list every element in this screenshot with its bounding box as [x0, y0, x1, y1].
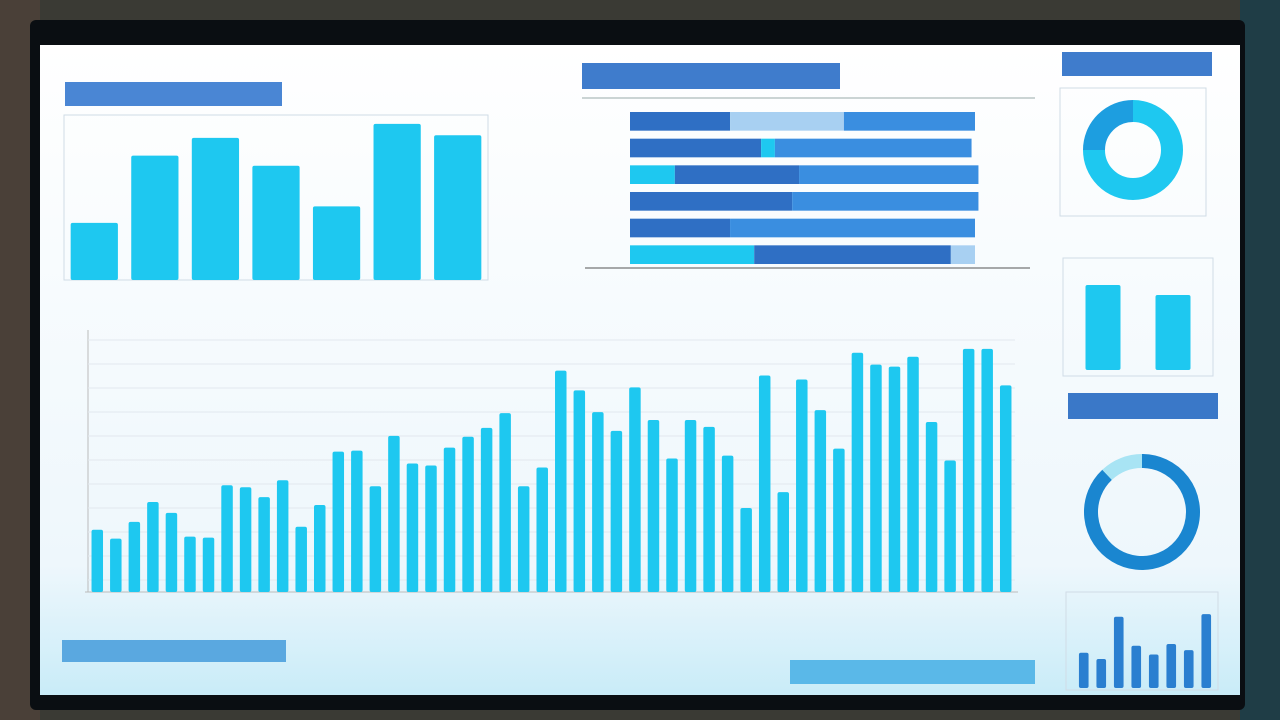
bar: [443, 447, 456, 592]
bar-segment: [630, 192, 793, 211]
bar: [258, 497, 270, 592]
bar: [647, 420, 660, 592]
bar-segment: [843, 112, 975, 131]
bar: [592, 412, 604, 592]
bar: [721, 455, 734, 592]
panel-headers: [62, 52, 1219, 691]
donut-segment: [1083, 100, 1183, 200]
bar: [1085, 285, 1121, 370]
bar: [252, 165, 300, 280]
bar: [369, 486, 382, 592]
footer-bar: [62, 640, 286, 662]
bar-segment: [730, 218, 975, 238]
bar: [981, 348, 993, 592]
bar: [703, 426, 715, 592]
bar: [314, 505, 326, 592]
bar: [480, 427, 493, 592]
bar: [758, 375, 771, 592]
bar: [425, 465, 437, 592]
bar: [131, 155, 179, 280]
bar: [999, 385, 1012, 592]
bar: [1078, 652, 1089, 688]
header-bar: [582, 63, 840, 89]
bar-segment: [761, 138, 775, 158]
bar-segment: [799, 165, 979, 184]
panel-frame: [1059, 87, 1207, 217]
bar: [373, 123, 421, 280]
bar: [1201, 614, 1212, 688]
bar: [165, 512, 178, 592]
bar: [777, 492, 789, 592]
panel-frame: [1062, 257, 1214, 377]
bar: [1183, 650, 1194, 688]
bar: [276, 480, 289, 592]
bar: [1131, 645, 1142, 688]
bar: [462, 436, 474, 592]
bar: [221, 485, 233, 592]
shelf: [1240, 0, 1280, 720]
bar: [851, 352, 864, 592]
bar: [944, 460, 956, 592]
bar: [1148, 654, 1159, 688]
header-bar: [1068, 393, 1218, 419]
bar-segment: [630, 112, 731, 131]
bar: [610, 430, 623, 592]
bar: [1096, 658, 1107, 688]
bar-segment: [774, 138, 972, 158]
bar: [536, 467, 548, 592]
bar: [888, 366, 901, 592]
donut-segment: [1083, 100, 1134, 151]
bar: [684, 420, 697, 592]
bar: [295, 526, 307, 592]
bar: [740, 507, 752, 592]
bar: [388, 435, 400, 592]
bar: [517, 486, 530, 592]
bar-segment: [674, 165, 800, 184]
footer-bar: [790, 660, 1035, 684]
bar: [573, 390, 586, 592]
bar: [128, 521, 141, 592]
bar: [1113, 616, 1124, 688]
bar: [925, 421, 938, 592]
bar: [1155, 295, 1191, 370]
bar: [147, 502, 159, 592]
bar: [1166, 644, 1177, 688]
bar-segment: [630, 138, 762, 158]
donut-segment: [1102, 454, 1143, 481]
bar-segment: [792, 192, 979, 211]
header-bar: [1062, 52, 1212, 76]
bar: [962, 348, 975, 592]
bar: [870, 364, 882, 592]
bar-segment: [950, 245, 975, 264]
bar-segment: [630, 165, 675, 184]
bar: [312, 206, 361, 280]
bar: [666, 458, 678, 592]
bar-segment: [630, 218, 731, 238]
bar: [70, 222, 118, 280]
bar: [814, 410, 827, 592]
bar: [499, 413, 511, 592]
header-bar: [65, 82, 282, 106]
bar: [629, 387, 641, 592]
bar: [907, 356, 919, 592]
bar: [191, 137, 240, 280]
bar-segment: [630, 245, 755, 264]
bar: [434, 135, 482, 280]
bar: [110, 538, 122, 592]
bar: [555, 370, 567, 592]
bar: [833, 448, 845, 592]
bar: [351, 450, 363, 592]
bar-segment: [730, 112, 844, 131]
bar: [91, 529, 104, 592]
panel-frame: [1065, 591, 1219, 691]
bar: [202, 537, 215, 592]
bar: [239, 487, 252, 592]
bar: [184, 536, 196, 592]
bar: [796, 379, 808, 592]
bar-segment: [754, 245, 951, 264]
donut-segment: [1084, 454, 1200, 570]
bar: [406, 463, 419, 592]
bar: [332, 451, 345, 592]
